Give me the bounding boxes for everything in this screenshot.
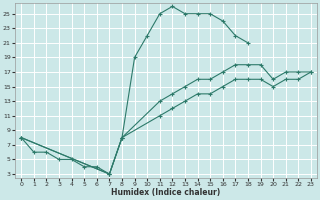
X-axis label: Humidex (Indice chaleur): Humidex (Indice chaleur)	[111, 188, 221, 197]
